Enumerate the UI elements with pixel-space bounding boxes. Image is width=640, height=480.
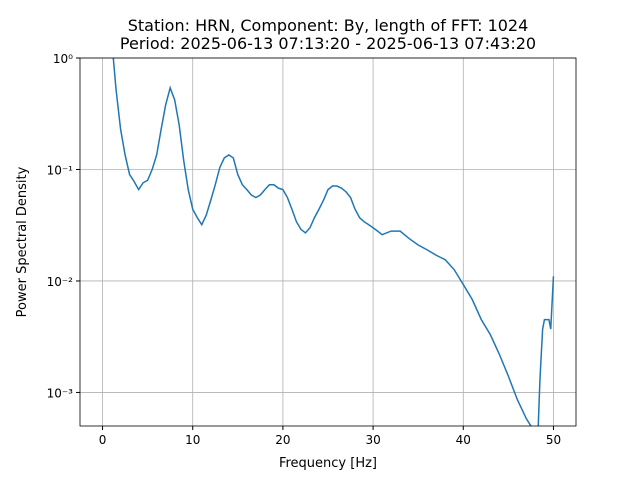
y-tick-label: 10⁰	[53, 52, 73, 66]
x-tick-label: 50	[546, 433, 561, 447]
x-tick-label: 20	[275, 433, 290, 447]
chart-subtitle: Period: 2025-06-13 07:13:20 - 2025-06-13…	[120, 34, 536, 53]
x-tick-label: 30	[365, 433, 380, 447]
chart-title: Station: HRN, Component: By, length of F…	[128, 16, 529, 35]
x-tick-label: 0	[99, 433, 107, 447]
x-tick-label: 10	[185, 433, 200, 447]
y-tick-label: 10⁻³	[47, 386, 74, 400]
psd-line	[112, 58, 555, 426]
y-tick-label: 10⁻²	[47, 275, 74, 289]
x-tick-label: 40	[456, 433, 471, 447]
x-axis-label: Frequency [Hz]	[279, 456, 377, 471]
y-tick-label: 10⁻¹	[47, 163, 74, 177]
y-axis-label: Power Spectral Density	[15, 166, 30, 317]
plot-frame	[79, 57, 577, 427]
